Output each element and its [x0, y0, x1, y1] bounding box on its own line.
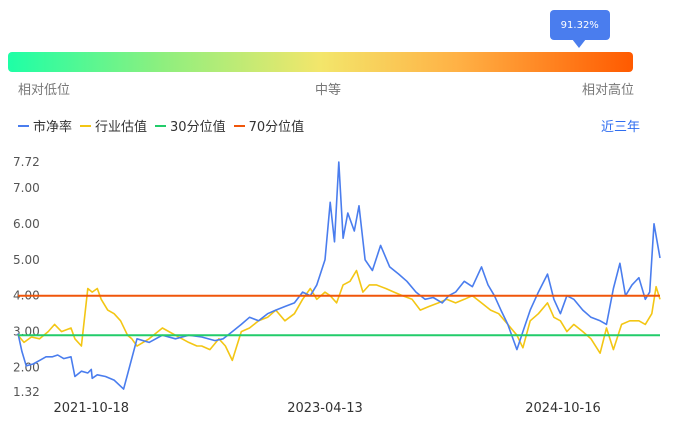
valuation-gradient-bar — [8, 52, 633, 72]
legend-label-p30: 30分位值 — [170, 120, 226, 135]
y-tick-label: 1.32 — [13, 385, 40, 399]
y-tick-label: 6.00 — [13, 217, 40, 231]
scale-label-high: 相对高位 — [582, 83, 635, 98]
scale-label-mid: 中等 — [315, 83, 342, 98]
y-tick-label: 3.00 — [13, 325, 40, 339]
legend-label-industry: 行业估值 — [95, 120, 148, 135]
y-tick-label: 5.00 — [13, 253, 40, 267]
legend-swatch-pb — [18, 124, 29, 127]
x-tick-label: 2023-04-13 — [287, 401, 363, 416]
pb-series-line — [17, 161, 661, 390]
chart-legend: 市净率 行业估值 30分位值 70分位值 — [18, 116, 304, 135]
legend-item-industry[interactable]: 行业估值 — [80, 116, 147, 135]
legend-item-p70[interactable]: 70分位值 — [233, 116, 305, 135]
x-tick-label: 2024-10-16 — [525, 401, 601, 416]
legend-swatch-industry — [80, 124, 92, 127]
y-tick-label: 7.72 — [13, 155, 40, 169]
scale-label-low: 相对低位 — [18, 83, 71, 98]
legend-swatch-p30 — [155, 124, 167, 127]
legend-label-p70: 70分位值 — [248, 120, 305, 135]
legend-swatch-p70 — [233, 124, 245, 127]
y-tick-label: 7.00 — [13, 181, 40, 195]
legend-label-pb: 市净率 — [33, 120, 73, 135]
period-selector[interactable]: 近三年 — [600, 120, 640, 135]
percentile-badge: 91.32% — [549, 10, 610, 48]
legend-item-pb[interactable]: 市净率 — [18, 116, 72, 135]
industry-series-line — [17, 269, 661, 362]
x-tick-label: 2021-10-18 — [54, 401, 130, 416]
legend-item-p30[interactable]: 30分位值 — [155, 116, 226, 135]
